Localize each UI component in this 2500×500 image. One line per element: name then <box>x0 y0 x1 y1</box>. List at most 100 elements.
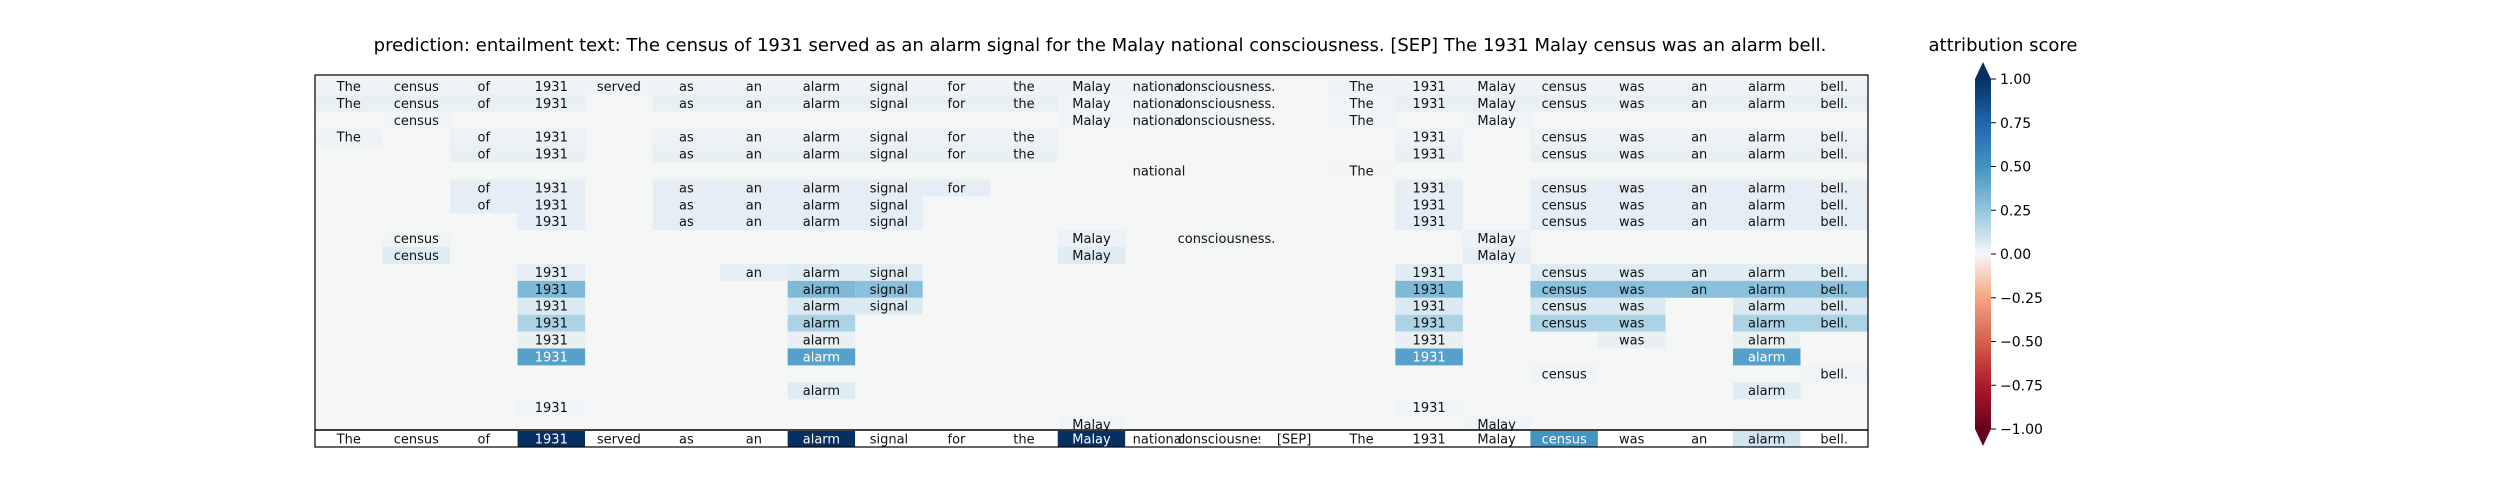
heatmap-cell <box>787 263 856 281</box>
token-label: of <box>478 97 491 112</box>
heatmap-cell <box>517 78 586 95</box>
summary-cell <box>450 431 518 447</box>
token-label: bell. <box>1820 300 1848 315</box>
summary-cell <box>1125 431 1193 447</box>
heatmap-cell <box>855 128 923 146</box>
token-label: was <box>1619 198 1645 213</box>
token-label: national <box>1133 114 1186 129</box>
heatmap-cell <box>517 145 586 163</box>
heatmap-cell <box>1732 78 1801 95</box>
heatmap-cell <box>1530 145 1598 163</box>
token-label: of <box>478 148 491 163</box>
heatmap-cell <box>517 297 586 315</box>
token-label: census <box>394 80 439 95</box>
token-label: signal <box>870 198 908 213</box>
heatmap-cell <box>1530 263 1598 281</box>
token-label: consciousness. <box>1178 114 1276 129</box>
heatmap-cell <box>720 78 788 95</box>
heatmap-cell <box>855 263 923 281</box>
colorbar-gradient <box>1975 79 1991 429</box>
heatmap-cell <box>1732 331 1801 349</box>
heatmap-plot-area: The census of 1931 served as an alarm signal for t… <box>314 74 1869 448</box>
heatmap-cell <box>1732 348 1801 366</box>
heatmap-cell <box>652 94 721 112</box>
heatmap-cell <box>1732 94 1801 112</box>
heatmap-cell <box>382 111 451 129</box>
token-label: was <box>1619 215 1645 230</box>
heatmap-cell <box>1327 111 1396 129</box>
token-label: bell. <box>1820 367 1848 382</box>
heatmap-cell <box>517 263 586 281</box>
summary-token-label: served <box>597 433 641 448</box>
token-label: for <box>948 148 967 163</box>
token-label: an <box>746 181 762 196</box>
token-label: of <box>478 131 491 146</box>
heatmap-cell <box>450 196 518 214</box>
heatmap-cell <box>787 382 856 400</box>
token-label: alarm <box>1748 131 1785 146</box>
summary-cell <box>517 431 586 447</box>
heatmap-cell <box>1597 213 1666 231</box>
heatmap-cell <box>1530 196 1598 214</box>
token-label: 1931 <box>1413 198 1446 213</box>
heatmap-cell <box>855 94 923 112</box>
heatmap-cell <box>1530 213 1598 231</box>
token-label: alarm <box>1748 148 1785 163</box>
plot-frame <box>314 74 1869 448</box>
token-label: was <box>1619 80 1645 95</box>
token-label: bell. <box>1820 283 1848 298</box>
heatmap-cell <box>517 94 586 112</box>
token-label: as <box>679 198 694 213</box>
heatmap-cell <box>1530 179 1598 197</box>
token-label: signal <box>870 97 908 112</box>
token-label: an <box>746 131 762 146</box>
colorbar-tick-label: 0.50 <box>2000 160 2031 176</box>
token-label: census <box>394 114 439 129</box>
heatmap-cell <box>922 78 991 95</box>
token-label: was <box>1619 181 1645 196</box>
heatmap-cell <box>382 247 451 264</box>
heatmap-cell <box>1665 179 1733 197</box>
heatmap-cell <box>787 145 856 163</box>
heatmap-cell <box>1327 94 1396 112</box>
token-label: alarm <box>1748 80 1785 95</box>
token-label: bell. <box>1820 131 1848 146</box>
token-label: alarm <box>1748 97 1785 112</box>
heatmap-cell <box>1057 111 1126 129</box>
heatmap-cell <box>1732 263 1801 281</box>
heatmap-cell <box>652 196 721 214</box>
token-label: signal <box>870 148 908 163</box>
heatmap-cell <box>1597 297 1666 315</box>
heatmap-cell <box>1462 230 1531 248</box>
token-label: consciousness. <box>1178 80 1276 95</box>
token-label: 1931 <box>1413 215 1446 230</box>
heatmap-cell <box>787 179 856 197</box>
summary-cell <box>1800 431 1868 447</box>
token-label: 1931 <box>535 181 568 196</box>
token-label: Malay <box>1072 80 1111 95</box>
summary-token-label: as <box>679 433 694 448</box>
heatmap-cell <box>720 145 788 163</box>
summary-cell <box>1327 431 1396 447</box>
heatmap-cell <box>1057 94 1126 112</box>
heatmap-cell <box>1800 128 1868 146</box>
colorbar-tick-label: −0.25 <box>2000 291 2043 307</box>
token-label: consciousness. <box>1178 232 1276 247</box>
token-label: the <box>1013 131 1034 146</box>
heatmap-cell <box>1462 416 1531 433</box>
heatmap-cell <box>1462 94 1531 112</box>
token-label: 1931 <box>535 97 568 112</box>
colorbar-tick-label: −0.50 <box>2000 335 2043 351</box>
heatmap-cell <box>1327 78 1396 95</box>
heatmap-cell <box>1732 196 1801 214</box>
token-label: The <box>336 97 361 112</box>
token-label: was <box>1619 283 1645 298</box>
heatmap-cell <box>720 94 788 112</box>
token-label: 1931 <box>535 300 568 315</box>
token-label: the <box>1013 97 1034 112</box>
token-label: as <box>679 215 694 230</box>
heatmap-cell <box>1597 145 1666 163</box>
token-label: census <box>394 232 439 247</box>
heatmap-cell <box>855 78 923 95</box>
token-label: signal <box>870 131 908 146</box>
